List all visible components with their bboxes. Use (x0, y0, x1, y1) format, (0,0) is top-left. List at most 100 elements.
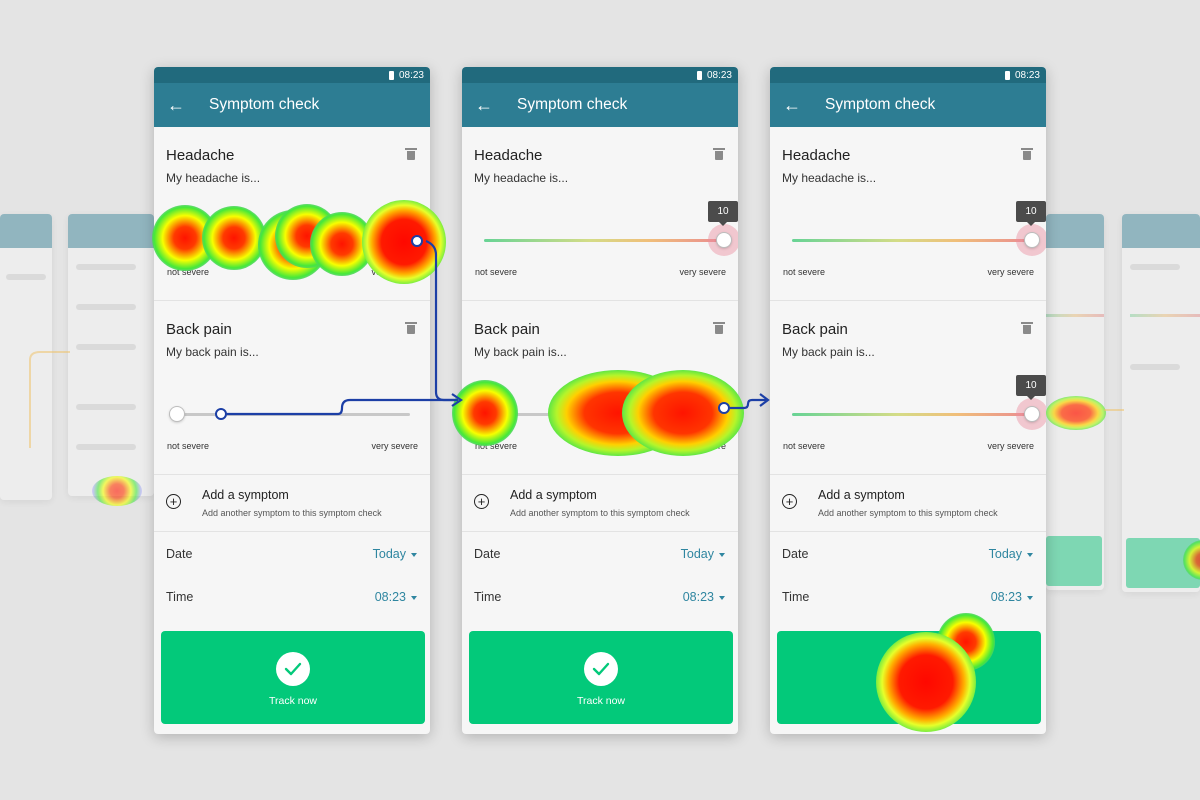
symptom-title: Back pain (782, 321, 848, 338)
symptom-card-headache: Headache My headache is... 10 not severe… (770, 127, 1046, 301)
symptom-prompt: My headache is... (782, 171, 877, 185)
background-screen-right-2 (1122, 214, 1200, 592)
slider-thumb[interactable] (1025, 233, 1039, 247)
date-label: Date (782, 547, 809, 561)
date-dropdown[interactable]: Today (988, 547, 1022, 561)
trash-icon[interactable] (405, 322, 417, 335)
slider-thumb[interactable] (1025, 407, 1039, 421)
trash-icon[interactable] (1021, 148, 1033, 161)
symptom-title: Back pain (474, 321, 540, 338)
track-now-label: Track now (268, 695, 318, 707)
date-dropdown[interactable]: Today (680, 547, 714, 561)
date-row: Date Today (154, 532, 430, 575)
symptom-title: Headache (166, 147, 235, 164)
status-time: 08:23 (398, 69, 424, 81)
slider-thumb[interactable] (170, 407, 184, 421)
min-label: not severe (475, 267, 518, 277)
date-dropdown[interactable]: Today (372, 547, 406, 561)
max-label: very severe (987, 441, 1034, 451)
battery-icon (388, 70, 394, 80)
symptom-title: Headache (782, 147, 851, 164)
symptom-title: Headache (474, 147, 543, 164)
plus-circle-icon: + (166, 494, 181, 509)
severity-slider[interactable] (484, 239, 718, 242)
chevron-down-icon[interactable] (411, 553, 417, 557)
min-label: not severe (475, 441, 518, 451)
battery-icon (696, 70, 702, 80)
time-dropdown[interactable]: 08:23 (374, 590, 406, 604)
max-label: very severe (371, 441, 418, 451)
add-symptom-title: Add a symptom (818, 488, 905, 502)
min-label: not severe (783, 267, 826, 277)
trash-icon[interactable] (405, 148, 417, 161)
chevron-down-icon[interactable] (719, 596, 725, 600)
symptom-prompt: My headache is... (166, 171, 261, 185)
slider-value-tooltip: 10 (1016, 375, 1046, 400)
status-bar: 08:23 (154, 67, 430, 83)
date-label: Date (166, 547, 193, 561)
time-row: Time 08:23 (770, 575, 1046, 618)
app-bar: ← Symptom check (462, 83, 738, 127)
time-label: Time (782, 590, 810, 604)
chevron-down-icon[interactable] (411, 596, 417, 600)
time-label: Time (474, 590, 502, 604)
plus-circle-icon: + (474, 494, 489, 509)
symptom-prompt: My headache is... (474, 171, 569, 185)
date-row: Date Today (462, 532, 738, 575)
severity-slider[interactable] (792, 239, 1026, 242)
track-now-label: Track now (576, 695, 626, 707)
date-row: Date Today (770, 532, 1046, 575)
trash-icon[interactable] (713, 148, 725, 161)
symptom-prompt: My back pain is... (782, 345, 875, 359)
max-label: very severe (679, 267, 726, 277)
status-bar: 08:23 (462, 67, 738, 83)
background-screen-left (0, 214, 52, 500)
time-dropdown[interactable]: 08:23 (990, 590, 1022, 604)
chevron-down-icon[interactable] (719, 553, 725, 557)
track-now-button[interactable]: Track now (469, 631, 733, 724)
page-title: Symptom check (209, 96, 320, 113)
chevron-down-icon[interactable] (1027, 553, 1033, 557)
back-arrow-icon[interactable]: ← (167, 94, 185, 115)
page-title: Symptom check (517, 96, 628, 113)
status-time: 08:23 (1014, 69, 1040, 81)
app-bar: ← Symptom check (770, 83, 1046, 127)
time-dropdown[interactable]: 08:23 (682, 590, 714, 604)
add-symptom-button[interactable]: + Add a symptom Add another symptom to t… (770, 475, 1046, 532)
slider-value-tooltip: 10 (708, 201, 738, 226)
app-bar: ← Symptom check (154, 83, 430, 127)
track-now-button[interactable]: Track now (161, 631, 425, 724)
add-symptom-subtitle: Add another symptom to this symptom chec… (202, 508, 382, 518)
page-title: Symptom check (825, 96, 936, 113)
phone-screen-1: 08:23 ← Symptom check Headache My headac… (154, 67, 430, 734)
add-symptom-title: Add a symptom (202, 488, 289, 502)
symptom-card-headache: Headache My headache is... 10 not severe… (462, 127, 738, 301)
add-symptom-subtitle: Add another symptom to this symptom chec… (510, 508, 690, 518)
trash-icon[interactable] (1021, 322, 1033, 335)
severity-slider[interactable] (792, 413, 1026, 416)
back-arrow-icon[interactable]: ← (475, 94, 493, 115)
slider-thumb[interactable] (717, 233, 731, 247)
chevron-down-icon[interactable] (1027, 596, 1033, 600)
add-symptom-subtitle: Add another symptom to this symptom chec… (818, 508, 998, 518)
add-symptom-button[interactable]: + Add a symptom Add another symptom to t… (462, 475, 738, 532)
check-icon (276, 652, 310, 686)
time-row: Time 08:23 (154, 575, 430, 618)
symptom-title: Back pain (166, 321, 232, 338)
trash-icon[interactable] (713, 322, 725, 335)
min-label: not severe (167, 267, 210, 277)
symptom-card-back-pain: Back pain My back pain is... 10 not seve… (770, 301, 1046, 475)
symptom-prompt: My back pain is... (474, 345, 567, 359)
date-label: Date (474, 547, 501, 561)
time-label: Time (166, 590, 194, 604)
slider-value-tooltip: 10 (1016, 201, 1046, 226)
status-time: 08:23 (706, 69, 732, 81)
time-row: Time 08:23 (462, 575, 738, 618)
min-label: not severe (167, 441, 210, 451)
back-arrow-icon[interactable]: ← (783, 94, 801, 115)
add-symptom-button[interactable]: + Add a symptom Add another symptom to t… (154, 475, 430, 532)
battery-icon (1004, 70, 1010, 80)
background-screen-left-2 (68, 214, 154, 496)
status-bar: 08:23 (770, 67, 1046, 83)
